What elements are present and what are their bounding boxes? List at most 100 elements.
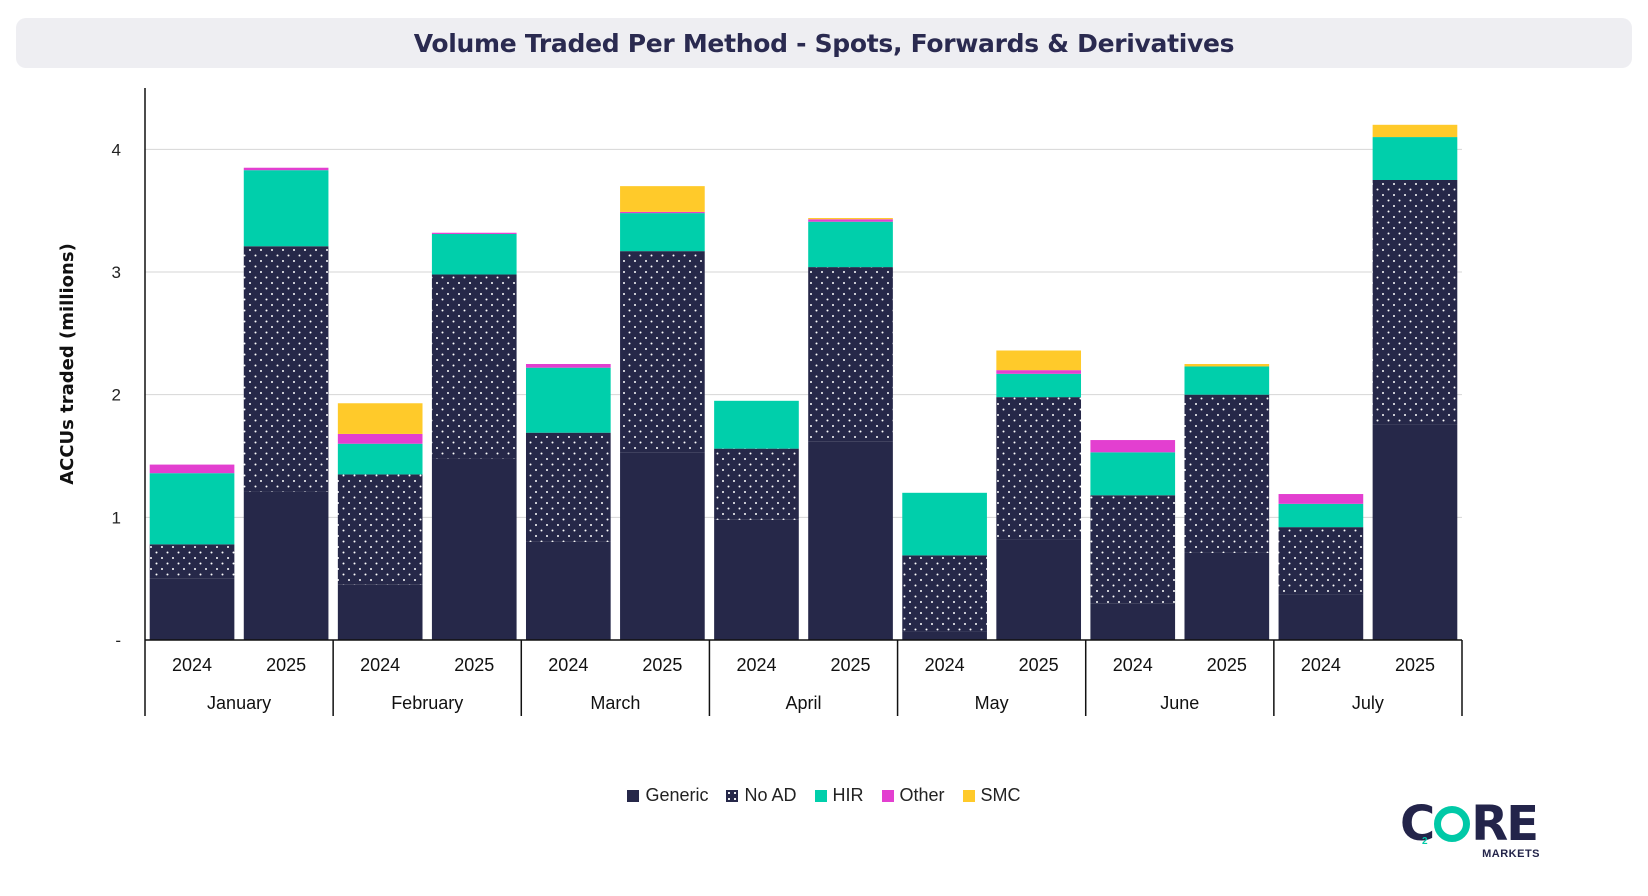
- legend-swatch: [726, 789, 739, 802]
- axis-labels: - 1 2 3 4 ACCUs traded (millions) 2024 2025 2024…: [57, 140, 1435, 713]
- legend-item-smc: SMC: [962, 785, 1021, 806]
- bar-segment-other: [1278, 494, 1364, 504]
- legend-swatch: [814, 789, 827, 802]
- legend-label: SMC: [980, 785, 1021, 805]
- bar-segment-hir: [149, 473, 235, 545]
- legend-swatch: [627, 789, 640, 802]
- bar-segment-hir: [808, 221, 893, 268]
- bar-segment-no-ad: [902, 555, 987, 632]
- bar-segment-generic: [149, 578, 235, 640]
- bar-segment-no-ad: [620, 251, 705, 453]
- legend-label: Other: [899, 785, 945, 805]
- x-group-label: June: [1160, 693, 1199, 713]
- bar-segment-generic: [1278, 594, 1364, 640]
- bar-segment-no-ad: [996, 397, 1082, 540]
- chart-title-bar: Volume Traded Per Method - Spots, Forwar…: [16, 18, 1632, 68]
- y-tick-label: -: [115, 631, 121, 650]
- bar-segment-generic: [243, 491, 329, 640]
- bar-segment-hir: [337, 443, 423, 475]
- bars: [149, 124, 1458, 640]
- x-group-label: April: [785, 693, 821, 713]
- x-tick-label: 2025: [831, 655, 871, 675]
- x-tick-label: 2025: [1207, 655, 1247, 675]
- y-tick-label: 2: [112, 386, 121, 405]
- legend-label: HIR: [832, 785, 864, 805]
- x-tick-label: 2024: [925, 655, 965, 675]
- bar-segment-no-ad: [431, 274, 517, 459]
- bar-segment-no-ad: [337, 474, 423, 585]
- bar-segment-generic: [808, 441, 893, 640]
- bar-segment-no-ad: [1278, 527, 1364, 595]
- bar-segment-smc: [337, 403, 423, 434]
- bar-segment-no-ad: [1372, 180, 1458, 425]
- bar-segment-generic: [714, 519, 799, 640]
- bar-segment-hir: [1184, 366, 1270, 395]
- bar-segment-generic: [996, 539, 1082, 640]
- x-tick-label: 2025: [454, 655, 494, 675]
- x-tick-label: 2024: [1301, 655, 1341, 675]
- axes: [144, 88, 1463, 716]
- bar-segment-no-ad: [808, 267, 893, 442]
- bar-segment-hir: [1278, 503, 1364, 528]
- x-group-label: February: [391, 693, 463, 713]
- bar-segment-other: [431, 232, 517, 234]
- bar-segment-other: [1090, 440, 1176, 453]
- bar-segment-smc: [1372, 124, 1458, 138]
- bar-segment-other: [620, 211, 705, 214]
- bar-segment-no-ad: [243, 246, 329, 492]
- bar-segment-generic: [902, 631, 987, 640]
- x-tick-label: 2025: [266, 655, 306, 675]
- bar-segment-other: [337, 433, 423, 444]
- bar-segment-generic: [1372, 424, 1458, 640]
- legend: Generic No AD HIR Other SMC: [0, 785, 1648, 806]
- bar-segment-other: [243, 167, 329, 171]
- y-tick-label: 3: [112, 263, 121, 282]
- bar-segment-generic: [431, 458, 517, 640]
- logo-wordmark: C RE: [1400, 796, 1539, 852]
- bar-segment-other: [996, 370, 1082, 374]
- bar-segment-no-ad: [525, 432, 611, 542]
- x-group-label: January: [207, 693, 271, 713]
- legend-label: No AD: [744, 785, 797, 805]
- bar-segment-other: [149, 464, 235, 474]
- x-group-label: May: [975, 693, 1009, 713]
- logo-ring-icon: [1434, 806, 1471, 842]
- x-tick-label: 2024: [1113, 655, 1153, 675]
- y-tick-label: 1: [112, 508, 121, 527]
- bar-segment-hir: [620, 213, 705, 252]
- bar-segment-generic: [620, 452, 705, 640]
- x-tick-label: 2024: [736, 655, 776, 675]
- bar-segment-hir: [1372, 137, 1458, 180]
- bar-segment-no-ad: [1090, 495, 1176, 604]
- core-markets-logo: C RE 2 MARKETS: [1400, 800, 1550, 870]
- y-axis-label: ACCUs traded (millions): [57, 243, 78, 485]
- stacked-bar-chart: - 1 2 3 4 ACCUs traded (millions) 2024 2025 2024…: [57, 88, 1463, 716]
- bar-segment-other: [808, 219, 893, 222]
- bar-segment-hir: [714, 400, 799, 449]
- bar-segment-no-ad: [149, 544, 235, 579]
- bar-segment-generic: [337, 584, 423, 640]
- bar-segment-no-ad: [714, 448, 799, 520]
- legend-item-hir: HIR: [814, 785, 864, 806]
- bar-segment-hir: [243, 170, 329, 247]
- x-tick-label: 2024: [172, 655, 212, 675]
- bar-segment-smc: [996, 350, 1082, 371]
- bar-segment-hir: [525, 367, 611, 433]
- logo-tagline: MARKETS: [1482, 848, 1540, 860]
- bar-segment-smc: [1184, 364, 1270, 367]
- x-tick-label: 2025: [642, 655, 682, 675]
- x-tick-label: 2024: [360, 655, 400, 675]
- legend-item-other: Other: [881, 785, 945, 806]
- x-tick-label: 2025: [1019, 655, 1059, 675]
- bar-segment-other: [525, 364, 611, 368]
- y-tick-label: 4: [112, 140, 121, 159]
- x-group-label: July: [1352, 693, 1384, 713]
- x-tick-label: 2025: [1395, 655, 1435, 675]
- legend-item-generic: Generic: [627, 785, 708, 806]
- bar-segment-hir: [996, 373, 1082, 398]
- x-tick-label: 2024: [548, 655, 588, 675]
- bar-segment-generic: [1090, 603, 1176, 640]
- bar-segment-hir: [1090, 452, 1176, 496]
- bar-segment-hir: [902, 492, 987, 556]
- bar-segment-generic: [525, 541, 611, 640]
